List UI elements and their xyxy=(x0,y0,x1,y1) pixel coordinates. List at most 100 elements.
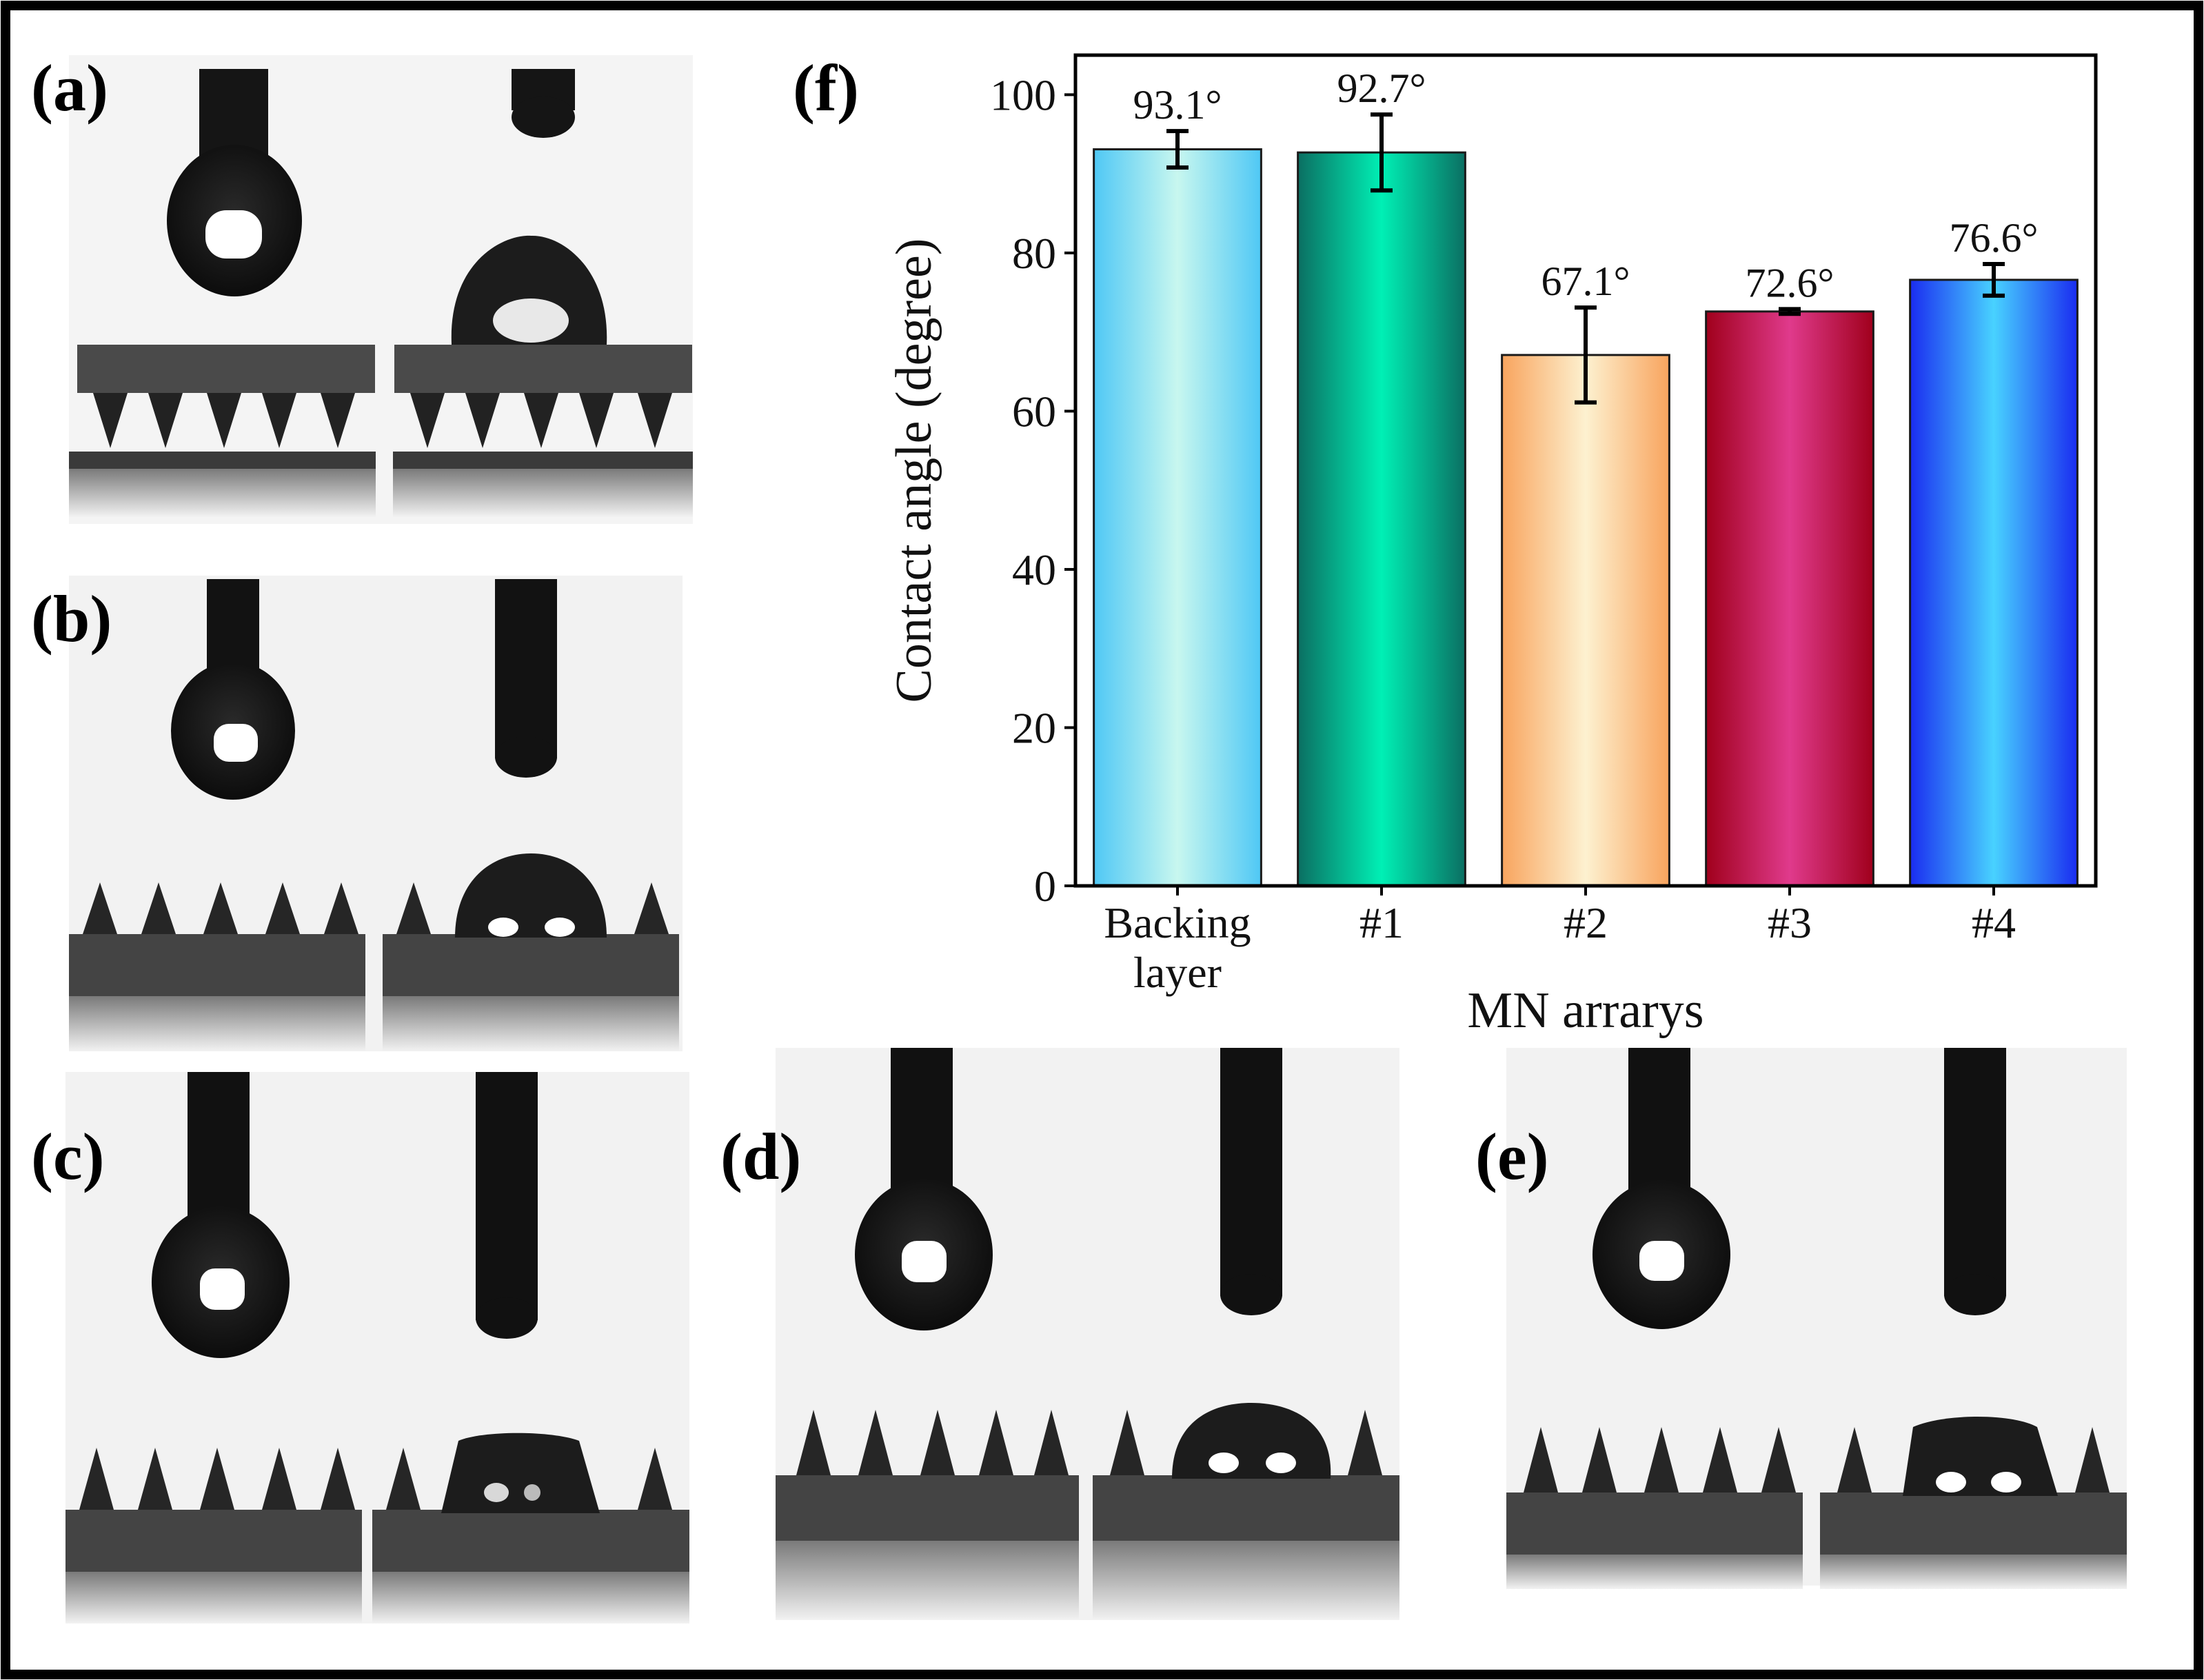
data-label: 72.6° xyxy=(1746,260,1834,305)
x-tick-label: layer xyxy=(1133,948,1222,997)
substrate-reflection xyxy=(65,1572,362,1623)
panel-label-e: (e) xyxy=(1475,1120,1549,1193)
droplet-highlight xyxy=(484,1483,509,1502)
substrate-reflection xyxy=(383,996,679,1051)
bar xyxy=(1705,310,1874,887)
panel-b-photos xyxy=(69,576,683,1051)
mn-needles xyxy=(79,1448,355,1510)
data-label: 93.1° xyxy=(1133,82,1222,128)
y-tick-label: 20 xyxy=(1012,703,1056,752)
panel-d-photos xyxy=(776,1048,1399,1620)
x-tick-label: Backing xyxy=(1104,898,1251,947)
panel-e-photos xyxy=(1506,1048,2127,1589)
needle xyxy=(188,1072,250,1217)
data-label: 76.6° xyxy=(1950,215,2039,261)
x-tick-label: #4 xyxy=(1972,898,2016,947)
mn-needles xyxy=(1110,1410,1382,1475)
needle xyxy=(476,1072,538,1320)
mn-backing xyxy=(372,1510,689,1572)
droplet-highlight xyxy=(1991,1472,2021,1492)
needle-tip xyxy=(495,736,557,778)
data-label: 92.7° xyxy=(1337,65,1426,111)
panel-label-a: (a) xyxy=(31,51,108,125)
droplet-highlight xyxy=(200,1268,245,1310)
y-tick-label: 0 xyxy=(1034,862,1056,911)
sessile-droplet xyxy=(1903,1417,2058,1496)
mn-backing xyxy=(1093,1475,1399,1541)
droplet-highlight xyxy=(545,918,575,937)
panel-label-b: (b) xyxy=(31,582,112,656)
needle-tip xyxy=(1220,1274,1282,1315)
needle xyxy=(1944,1048,2006,1296)
bar xyxy=(1297,151,1466,887)
mn-needles xyxy=(396,882,669,934)
mn-backing xyxy=(1506,1492,1803,1555)
data-label: 67.1° xyxy=(1541,259,1630,304)
x-axis-title: MN arrarys xyxy=(1467,982,1703,1039)
droplet-highlight xyxy=(493,298,569,343)
substrate-reflection xyxy=(69,996,365,1051)
needle xyxy=(207,579,259,676)
x-tick-label: #2 xyxy=(1564,898,1608,947)
mn-needles xyxy=(1524,1427,1796,1492)
mn-needles xyxy=(1837,1427,2110,1492)
droplet-highlight xyxy=(1209,1453,1239,1473)
mn-needles xyxy=(796,1410,1069,1475)
mn-backing xyxy=(776,1475,1079,1541)
mn-needles xyxy=(83,882,358,934)
mn-needles xyxy=(93,393,355,448)
panel-c-photos xyxy=(65,1072,689,1623)
droplet-highlight xyxy=(214,724,258,762)
droplet-highlight xyxy=(902,1241,947,1282)
needle xyxy=(891,1048,953,1193)
substrate-reflection xyxy=(372,1572,689,1623)
panel-a-photos xyxy=(69,55,693,524)
needle xyxy=(1628,1048,1690,1193)
y-axis-ticks: 0 20 40 60 80 100 xyxy=(990,70,1075,911)
droplet-highlight xyxy=(1266,1453,1296,1473)
sessile-droplet xyxy=(441,1433,600,1513)
needle xyxy=(495,579,557,758)
needle-tip xyxy=(512,97,575,138)
error-bars-layer xyxy=(1166,112,2005,405)
droplet-highlight xyxy=(1639,1241,1684,1281)
y-tick-label: 100 xyxy=(990,70,1056,119)
mn-backing xyxy=(383,934,679,996)
panel-label-c: (c) xyxy=(31,1120,105,1193)
substrate-reflection xyxy=(1820,1555,2127,1589)
y-tick-label: 80 xyxy=(1012,229,1056,278)
y-tick-label: 60 xyxy=(1012,387,1056,436)
bar xyxy=(1909,279,2079,887)
plot-area-frame xyxy=(1073,53,2098,888)
x-tick-label: #1 xyxy=(1359,898,1404,947)
substrate-reflection xyxy=(69,469,376,517)
panel-label-d: (d) xyxy=(720,1120,801,1193)
contact-angle-bar-chart: 93.1° 92.7° 67.1° 72.6° 76.6° 0 20 40 60 80 100 B… xyxy=(886,53,2098,1039)
substrate-reflection xyxy=(393,469,693,517)
mn-backing xyxy=(1820,1492,2127,1555)
mn-backing xyxy=(69,934,365,996)
droplet-highlight xyxy=(524,1484,540,1501)
substrate-reflection xyxy=(776,1541,1079,1620)
mn-backing xyxy=(394,345,692,393)
y-axis-title: Contact angle (degree) xyxy=(886,239,942,703)
needle xyxy=(1220,1048,1282,1296)
panel-label-f: (f) xyxy=(793,51,859,125)
mn-backing xyxy=(65,1510,362,1572)
mn-backing xyxy=(77,345,375,393)
droplet-highlight xyxy=(205,210,262,259)
bar xyxy=(1501,354,1670,887)
needle-tip xyxy=(1944,1274,2006,1315)
substrate-reflection xyxy=(1506,1555,1803,1589)
x-tick-label: #3 xyxy=(1768,898,1812,947)
substrate xyxy=(69,452,376,469)
needle-tip xyxy=(476,1297,538,1339)
substrate-reflection xyxy=(1093,1541,1399,1620)
bar xyxy=(1093,148,1262,887)
droplet-highlight xyxy=(1936,1472,1966,1492)
sessile-droplet xyxy=(455,853,607,938)
substrate xyxy=(393,452,693,469)
bars-layer xyxy=(1093,148,2079,887)
